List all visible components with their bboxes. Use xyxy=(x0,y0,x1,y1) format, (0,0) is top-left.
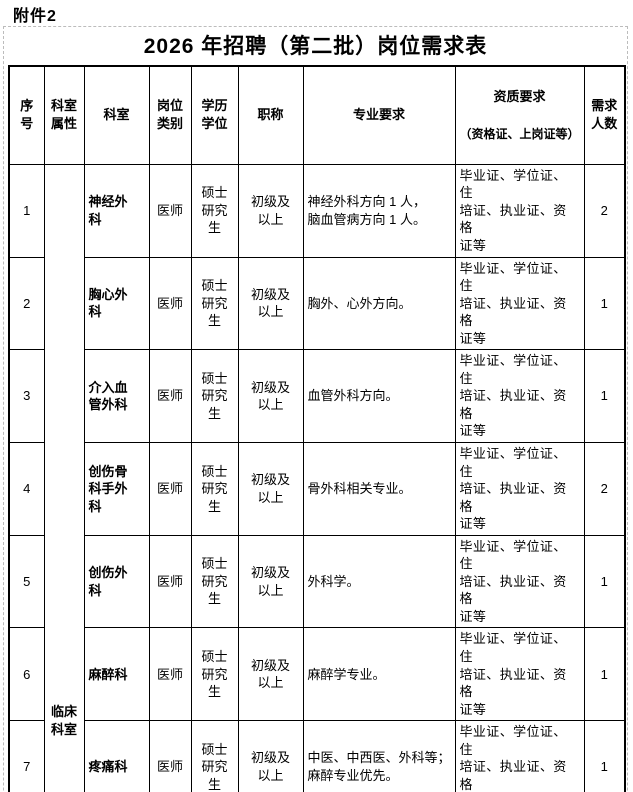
qualification-cell: 毕业证、学位证、住 培证、执业证、资格 证等 xyxy=(454,720,585,792)
table-row: 1 临床 科室 神经外 科 医师 硕士 研究生 初级及 以上 神经外科方向 1 人… xyxy=(8,163,626,792)
serial-cell: 6 xyxy=(8,627,45,722)
count-cell: 2 xyxy=(583,163,626,258)
department-cell: 麻醉科 xyxy=(83,627,150,722)
count-cell: 1 xyxy=(583,720,626,792)
count-cell: 2 xyxy=(583,441,626,536)
serial-cell: 5 xyxy=(8,534,45,629)
header-row: 序 号 科室 属性 科室 岗位 类别 学历 学位 职称 专业要求 资质要求 （资… xyxy=(8,65,626,165)
header-qualification-line1: 资质要求 xyxy=(493,88,546,104)
education-cell: 硕士 研究生 xyxy=(190,349,239,443)
rank-cell: 初级及 以上 xyxy=(237,534,304,629)
qualification-cell: 毕业证、学位证、住 培证、执业证、资格 证等 xyxy=(454,349,585,443)
rank-cell: 初级及 以上 xyxy=(237,163,304,258)
education-cell: 硕士 研究生 xyxy=(190,720,239,792)
department-cell: 创伤骨 科手外 科 xyxy=(83,441,150,536)
count-cell: 1 xyxy=(583,534,626,629)
table-body: 1 临床 科室 神经外 科 医师 硕士 研究生 初级及 以上 神经外科方向 1 人… xyxy=(8,163,626,792)
serial-cell: 3 xyxy=(8,349,45,443)
header-dept-attribute: 科室 属性 xyxy=(43,65,85,165)
dept-attribute-group-cell: 临床 科室 xyxy=(43,163,85,792)
category-cell: 医师 xyxy=(148,256,192,351)
specialty-cell: 中医、中西医、外科等； 麻醉专业优先。 xyxy=(302,720,456,792)
count-cell: 1 xyxy=(583,349,626,443)
qualification-cell: 毕业证、学位证、住 培证、执业证、资格 证等 xyxy=(454,627,585,722)
positions-table: 序 号 科室 属性 科室 岗位 类别 学历 学位 职称 专业要求 资质要求 （资… xyxy=(8,65,626,792)
rank-cell: 初级及 以上 xyxy=(237,349,304,443)
qualification-cell: 毕业证、学位证、住 培证、执业证、资格 证等 xyxy=(454,534,585,629)
rank-cell: 初级及 以上 xyxy=(237,627,304,722)
header-department: 科室 xyxy=(83,65,150,165)
table-row: 5 创伤外 科 医师 硕士 研究生 初级及 以上 外科学。 毕业证、学位证、住 … xyxy=(8,534,626,629)
specialty-cell: 外科学。 xyxy=(302,534,456,629)
department-cell: 神经外 科 xyxy=(83,163,150,258)
category-cell: 医师 xyxy=(148,349,192,443)
header-count: 需求 人数 xyxy=(583,65,626,165)
header-category: 岗位 类别 xyxy=(148,65,192,165)
education-cell: 硕士 研究生 xyxy=(190,534,239,629)
category-cell: 医师 xyxy=(148,163,192,258)
department-cell: 胸心外 科 xyxy=(83,256,150,351)
serial-cell: 1 xyxy=(8,163,45,258)
specialty-cell: 神经外科方向 1 人， 脑血管病方向 1 人。 xyxy=(302,163,456,258)
category-cell: 医师 xyxy=(148,627,192,722)
header-education: 学历 学位 xyxy=(190,65,239,165)
serial-cell: 4 xyxy=(8,441,45,536)
education-cell: 硕士 研究生 xyxy=(190,163,239,258)
serial-cell: 7 xyxy=(8,720,45,792)
rank-cell: 初级及 以上 xyxy=(237,256,304,351)
header-serial: 序 号 xyxy=(8,65,45,165)
specialty-cell: 血管外科方向。 xyxy=(302,349,456,443)
header-qualification: 资质要求 （资格证、上岗证等） xyxy=(454,65,585,165)
page-title: 2026 年招聘（第二批）岗位需求表 xyxy=(143,35,488,58)
specialty-cell: 麻醉学专业。 xyxy=(302,627,456,722)
table-row: 4 创伤骨 科手外 科 医师 硕士 研究生 初级及 以上 骨外科相关专业。 毕业… xyxy=(8,441,626,536)
qualification-cell: 毕业证、学位证、住 培证、执业证、资格 证等 xyxy=(454,256,585,351)
table-row: 3 介入血 管外科 医师 硕士 研究生 初级及 以上 血管外科方向。 毕业证、学… xyxy=(8,349,626,443)
count-cell: 1 xyxy=(583,627,626,722)
serial-cell: 2 xyxy=(8,256,45,351)
category-cell: 医师 xyxy=(148,720,192,792)
education-cell: 硕士 研究生 xyxy=(190,627,239,722)
attachment-label: 附件2 xyxy=(13,8,57,25)
qualification-cell: 毕业证、学位证、住 培证、执业证、资格 证等 xyxy=(454,441,585,536)
document-frame: 2026 年招聘（第二批）岗位需求表 序 号 科室 属性 科室 岗位 类别 学历… xyxy=(3,26,628,792)
education-cell: 硕士 研究生 xyxy=(190,441,239,536)
header-specialty: 专业要求 xyxy=(302,65,456,165)
count-cell: 1 xyxy=(583,256,626,351)
specialty-cell: 胸外、心外方向。 xyxy=(302,256,456,351)
education-cell: 硕士 研究生 xyxy=(190,256,239,351)
department-cell: 疼痛科 xyxy=(83,720,150,792)
specialty-cell: 骨外科相关专业。 xyxy=(302,441,456,536)
table-row: 2 胸心外 科 医师 硕士 研究生 初级及 以上 胸外、心外方向。 毕业证、学位… xyxy=(8,256,626,351)
header-rank: 职称 xyxy=(237,65,304,165)
department-cell: 介入血 管外科 xyxy=(83,349,150,443)
header-qualification-line2: （资格证、上岗证等） xyxy=(459,126,580,141)
table-row: 7 疼痛科 医师 硕士 研究生 初级及 以上 中医、中西医、外科等； 麻醉专业优… xyxy=(8,720,626,792)
category-cell: 医师 xyxy=(148,441,192,536)
department-cell: 创伤外 科 xyxy=(83,534,150,629)
table-row: 6 麻醉科 医师 硕士 研究生 初级及 以上 麻醉学专业。 毕业证、学位证、住 … xyxy=(8,627,626,722)
rank-cell: 初级及 以上 xyxy=(237,720,304,792)
rank-cell: 初级及 以上 xyxy=(237,441,304,536)
category-cell: 医师 xyxy=(148,534,192,629)
qualification-cell: 毕业证、学位证、住 培证、执业证、资格 证等 xyxy=(454,163,585,258)
